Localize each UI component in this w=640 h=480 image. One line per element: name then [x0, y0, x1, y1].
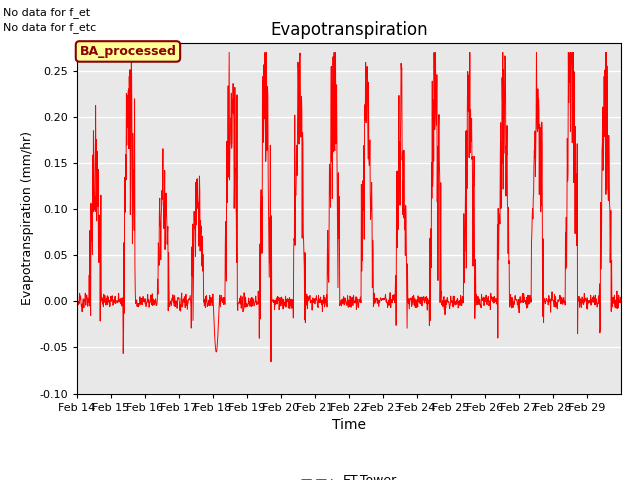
Y-axis label: Evapotranspiration (mm/hr): Evapotranspiration (mm/hr) — [20, 132, 33, 305]
Title: Evapotranspiration: Evapotranspiration — [270, 21, 428, 39]
X-axis label: Time: Time — [332, 418, 366, 432]
Text: BA_processed: BA_processed — [79, 45, 177, 58]
Text: No data for f_et: No data for f_et — [3, 7, 90, 18]
Legend: ET-Tower: ET-Tower — [296, 469, 401, 480]
Text: No data for f_etc: No data for f_etc — [3, 22, 97, 33]
